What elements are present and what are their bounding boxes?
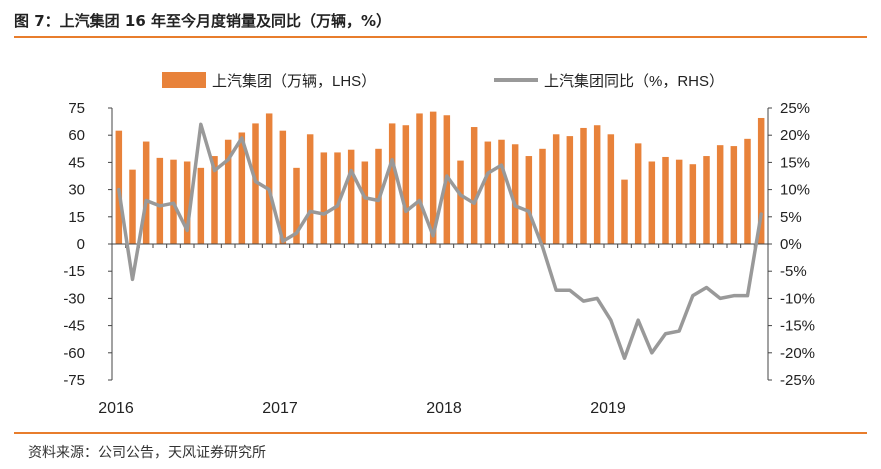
right-tick-label: -25% xyxy=(780,372,815,389)
bar xyxy=(470,127,478,244)
bar xyxy=(621,179,628,244)
yoy-line xyxy=(117,122,763,360)
bar xyxy=(689,164,697,244)
figure-title: 图 7：上汽集团 16 年至今月度销量及同比（万辆，%） xyxy=(14,12,392,30)
bar xyxy=(429,111,437,244)
bar xyxy=(539,148,546,244)
bar xyxy=(511,144,519,244)
bar xyxy=(675,159,683,244)
left-tick-label: -30 xyxy=(63,290,85,307)
left-tick-label: 75 xyxy=(68,100,85,117)
bar xyxy=(347,149,355,244)
bar xyxy=(744,138,751,244)
bar xyxy=(211,156,218,244)
right-tick-label: 20% xyxy=(780,127,810,144)
bar xyxy=(334,152,341,244)
x-tick-label: 2019 xyxy=(590,400,626,417)
bar xyxy=(238,132,246,244)
axes: 75 60 45 30 15 0 -15 -30 -45 -60 -75 25% 20% 15% 10% 5%… xyxy=(63,100,815,417)
source-divider xyxy=(14,432,867,434)
x-tick-label: 2016 xyxy=(98,400,134,417)
right-tick-label: 15% xyxy=(780,154,810,171)
bar xyxy=(129,169,136,244)
left-tick-label: 0 xyxy=(77,236,85,253)
bar xyxy=(730,146,738,244)
left-tick-label: 60 xyxy=(68,127,85,144)
bar xyxy=(115,130,123,244)
bar xyxy=(156,157,164,244)
legend: 上汽集团（万辆，LHS） 上汽集团同比（%，RHS） xyxy=(162,72,724,90)
bar xyxy=(402,125,410,244)
left-tick-label: -60 xyxy=(63,345,85,362)
bar xyxy=(552,134,560,244)
bar xyxy=(703,156,710,244)
bar xyxy=(265,113,273,244)
bar xyxy=(142,141,150,244)
bar xyxy=(293,167,300,244)
bar xyxy=(279,130,287,244)
left-tick-label: -15 xyxy=(63,263,85,280)
bar xyxy=(634,143,642,244)
source-note: 资料来源：公司公告，天风证券研究所 xyxy=(28,445,266,461)
x-tick-label: 2018 xyxy=(426,400,462,417)
left-tick-label: -75 xyxy=(63,372,85,389)
right-tick-label: 5% xyxy=(780,209,802,226)
right-tick-label: 25% xyxy=(780,100,810,117)
line-series xyxy=(117,122,763,360)
bar xyxy=(306,134,314,244)
right-tick-label: 10% xyxy=(780,182,810,199)
bar xyxy=(252,123,259,244)
right-tick-label: -5% xyxy=(780,263,807,280)
legend-line-label: 上汽集团同比（%，RHS） xyxy=(544,73,724,90)
right-tick-label: 0% xyxy=(780,236,802,253)
bar xyxy=(525,156,533,244)
bar xyxy=(580,127,587,244)
right-tick-label: -15% xyxy=(780,318,815,335)
right-tick-label: -20% xyxy=(780,345,815,362)
legend-bar-label: 上汽集团（万辆，LHS） xyxy=(212,73,376,90)
bar xyxy=(416,113,423,244)
bar xyxy=(757,117,765,244)
bar xyxy=(593,125,601,244)
title-divider xyxy=(14,36,867,38)
bar xyxy=(484,141,492,244)
bar xyxy=(183,161,191,244)
bar xyxy=(224,139,232,244)
legend-bar-swatch xyxy=(162,72,206,88)
bar xyxy=(197,167,205,244)
left-tick-label: 15 xyxy=(68,209,85,226)
bar xyxy=(607,134,615,244)
left-tick-label: 30 xyxy=(68,182,85,199)
bar xyxy=(457,160,464,244)
right-tick-label: -10% xyxy=(780,290,815,307)
x-tick-label: 2017 xyxy=(262,400,298,417)
bar xyxy=(566,136,574,244)
bar xyxy=(716,145,724,244)
bar xyxy=(361,161,369,244)
left-tick-label: -45 xyxy=(63,318,85,335)
bar xyxy=(662,156,669,244)
bar xyxy=(648,161,656,244)
bar-series xyxy=(115,111,765,244)
left-tick-label: 45 xyxy=(68,154,85,171)
bar xyxy=(388,123,396,244)
bar xyxy=(498,139,505,244)
bar xyxy=(320,152,328,244)
